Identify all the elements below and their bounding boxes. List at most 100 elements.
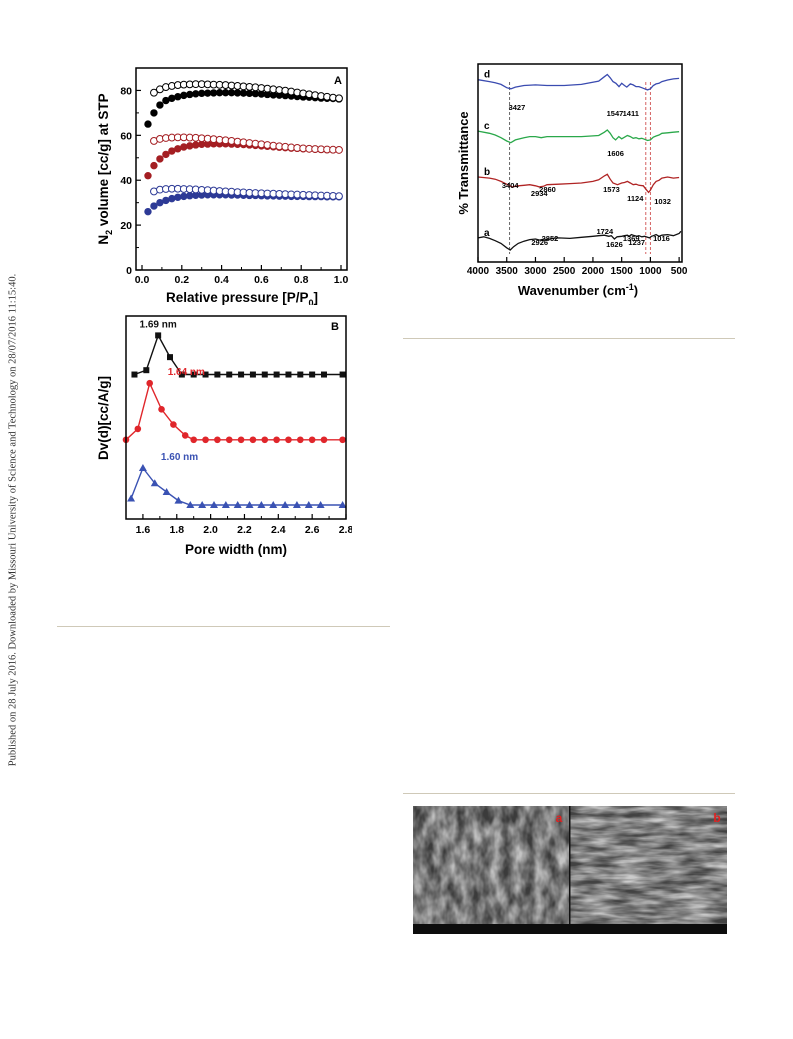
spectrum-line: [477, 230, 682, 251]
x-tick-label: 1.6: [136, 524, 151, 536]
x-tick-label: 2.6: [305, 524, 320, 536]
peak-annotation: 2926: [531, 238, 548, 247]
adsorption-point: [174, 93, 182, 101]
distribution-point: [155, 332, 162, 339]
y-tick-label: 0: [126, 265, 132, 277]
publication-note-text: Published on 28 July 2016. Downloaded by…: [7, 273, 19, 766]
distribution-line: [130, 466, 343, 506]
distribution-point: [143, 367, 150, 374]
distribution-point: [138, 464, 147, 472]
peak-annotation: 3427: [509, 103, 526, 112]
peak-annotation: 2860: [539, 185, 556, 194]
distribution-point: [297, 436, 304, 444]
adsorption-point: [162, 150, 170, 159]
peak-annotation: 2852: [542, 234, 559, 243]
x-axis-label: Pore width (nm): [185, 542, 287, 557]
distribution-point: [338, 501, 347, 508]
sem-texture: [413, 806, 569, 934]
peak-annotation: 1573: [603, 185, 620, 194]
x-tick-label: 2.8: [339, 524, 352, 536]
distribution-point: [281, 501, 290, 508]
desorption-point: [335, 94, 343, 103]
peak-annotation: 1606: [607, 149, 624, 158]
peak-annotation: 1547: [607, 109, 624, 118]
peak-annotation: 1016: [653, 234, 670, 243]
x-tick-label: 2.0: [203, 524, 218, 536]
adsorption-point: [150, 109, 158, 117]
x-tick-label: 500: [671, 266, 688, 277]
x-tick-label: 3000: [524, 266, 547, 277]
distribution-point: [181, 432, 189, 439]
adsorption-point: [174, 193, 182, 201]
distribution-point: [237, 436, 245, 444]
pore-distribution-chart: 1.69 nm 1.64 nm 1.60 nm 1.6 1.8 2.0 2.2 2.4 2.6…: [96, 315, 352, 557]
adsorption-point: [186, 142, 194, 150]
distribution-line: [134, 333, 343, 376]
series-label: a: [484, 228, 490, 239]
distribution-point: [170, 421, 177, 428]
peak-annotation: 1411: [623, 109, 639, 118]
sem-label-a: a: [556, 811, 563, 825]
peak-annotation: 1369: [623, 234, 640, 243]
distribution-point: [309, 371, 316, 378]
distribution-point: [297, 371, 304, 378]
x-tick-label: 0.2: [174, 274, 189, 286]
divider: [403, 793, 735, 794]
distribution-point: [146, 379, 153, 387]
distribution-point: [321, 371, 327, 378]
y-tick-label: 40: [120, 175, 132, 187]
distribution-point: [198, 501, 207, 508]
distribution-point: [202, 436, 209, 444]
distribution-point: [249, 436, 257, 444]
spectrum-line: [477, 173, 680, 194]
distribution-point: [134, 425, 142, 433]
distribution-point: [186, 501, 195, 508]
adsorption-point: [144, 172, 152, 180]
y-axis-label: Dv(d)[cc/A/g]: [96, 376, 111, 460]
peak-label: 1.69 nm: [140, 319, 177, 330]
distribution-point: [339, 436, 346, 444]
sem-texture: [570, 806, 727, 934]
x-tick-label: 1.0: [334, 274, 349, 286]
adsorption-point: [144, 120, 152, 128]
y-axis-label: N2 volume [cc/g] at STP: [96, 93, 114, 244]
sem-micrographs: a b: [413, 806, 727, 934]
peak-annotation: 1237: [628, 238, 645, 247]
y-tick-label: 20: [120, 220, 132, 232]
distribution-point: [190, 436, 197, 444]
divider: [403, 338, 735, 339]
plot-frame: [125, 315, 347, 520]
series-label: b: [484, 167, 490, 178]
distribution-point: [261, 436, 269, 444]
adsorption-point: [150, 161, 158, 170]
adsorption-point: [150, 202, 158, 210]
distribution-point: [304, 501, 313, 508]
distribution-point: [127, 494, 136, 502]
distribution-point: [273, 371, 280, 378]
y-tick-label: 60: [120, 130, 132, 142]
distribution-point: [178, 371, 185, 378]
adsorption-point: [156, 101, 164, 109]
sem-image-panel: a b: [413, 806, 727, 934]
distribution-point: [214, 436, 221, 444]
x-tick-label: 0.0: [135, 274, 150, 286]
distribution-point: [257, 501, 266, 508]
distribution-point: [261, 371, 268, 378]
x-tick-label: 0.4: [214, 274, 229, 286]
x-tick-label: 2.2: [237, 524, 252, 536]
distribution-point: [225, 436, 233, 444]
panel-label-a: A: [334, 75, 342, 87]
distribution-point: [292, 501, 301, 508]
distribution-point: [131, 371, 138, 378]
distribution-point: [202, 371, 209, 378]
distribution-point: [308, 436, 316, 444]
distribution-point: [245, 501, 254, 508]
distribution-point: [320, 436, 328, 444]
sem-info-bar: [413, 924, 727, 934]
x-tick-label: 1500: [611, 266, 634, 277]
series-label: c: [484, 121, 490, 132]
distribution-point: [226, 371, 233, 378]
distribution-point: [167, 354, 173, 361]
peak-label: 1.64 nm: [168, 367, 205, 378]
isotherm-chart: 0.0 0.2 0.4 0.6 0.8 1.0 0 20 40 60 80 A Relative p…: [96, 67, 349, 305]
